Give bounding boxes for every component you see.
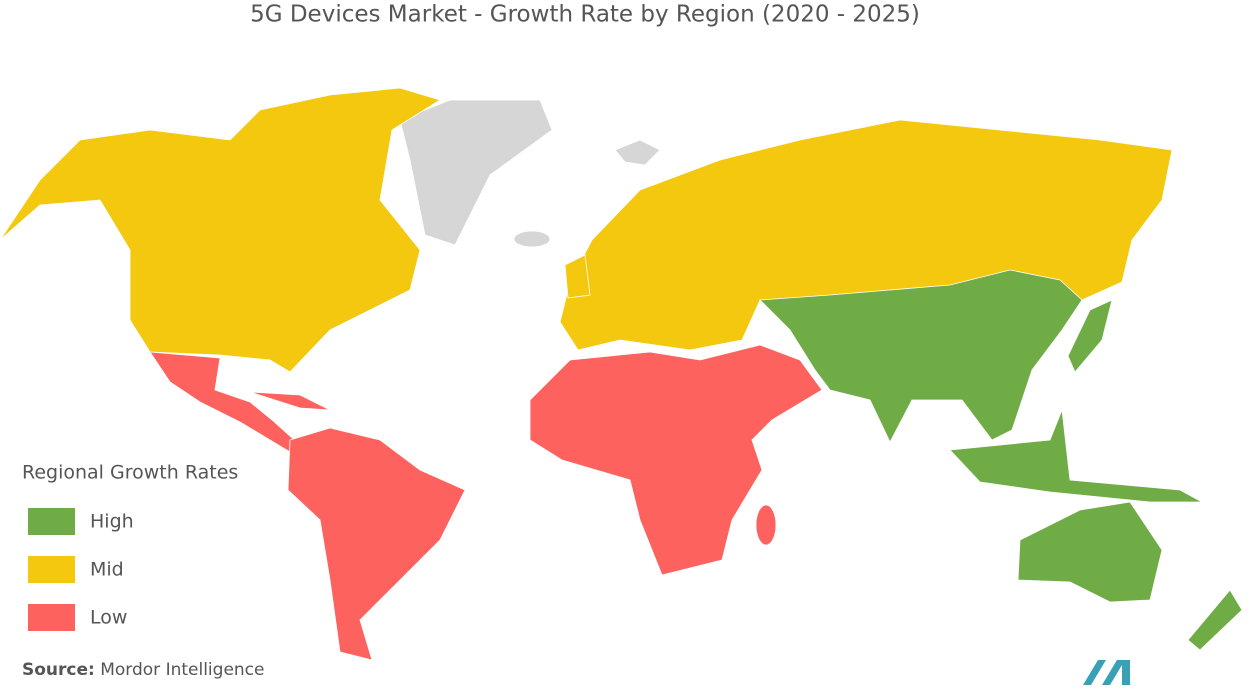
- south-america: [287, 427, 466, 661]
- europe-russia: [559, 119, 1173, 351]
- africa-middle-east: [529, 344, 823, 576]
- greenland: [399, 99, 553, 246]
- legend-swatch: [28, 556, 75, 583]
- legend: Regional Growth Rates High Mid Low: [22, 462, 238, 631]
- madagascar: [755, 504, 777, 546]
- svalbard: [614, 139, 661, 166]
- logo: [1083, 660, 1130, 685]
- legend-label: Mid: [90, 559, 124, 581]
- source-text: Mordor Intelligence: [100, 660, 264, 680]
- source-label: Source:: [22, 660, 95, 680]
- legend-title: Regional Growth Rates: [22, 462, 238, 484]
- caribbean: [249, 391, 331, 411]
- southeast-asia-islands: [949, 409, 1203, 503]
- legend-label: Low: [90, 607, 127, 629]
- legend-swatch: [28, 508, 75, 535]
- australia: [1017, 501, 1163, 603]
- north-america: [0, 87, 441, 373]
- iceland: [513, 230, 551, 248]
- new-zealand: [1187, 589, 1243, 651]
- central-america: [149, 351, 301, 453]
- asia: [759, 269, 1083, 443]
- map: [0, 87, 1243, 661]
- title: 5G Devices Market - Growth Rate by Regio…: [250, 2, 920, 28]
- legend-swatch: [28, 604, 75, 631]
- uk: [564, 254, 591, 299]
- source: Source: Mordor Intelligence: [22, 660, 265, 680]
- legend-label: High: [90, 511, 134, 533]
- japan: [1067, 299, 1113, 373]
